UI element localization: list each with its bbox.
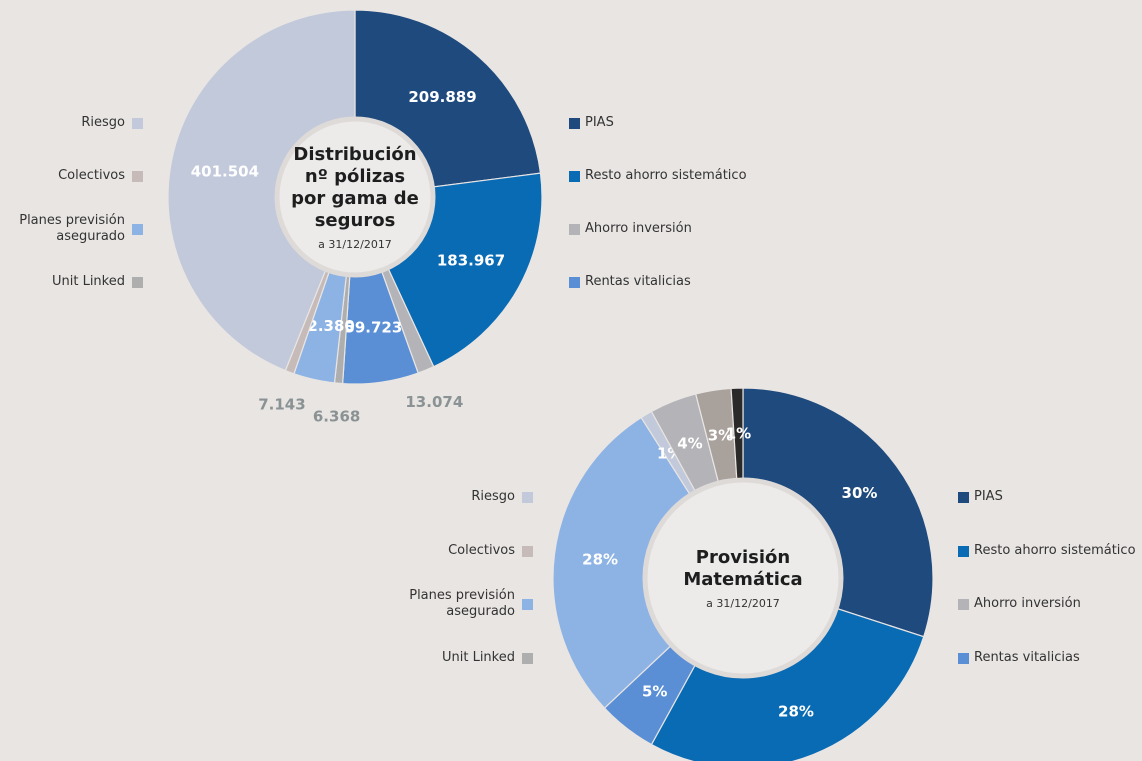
value-label: 30% xyxy=(842,484,878,502)
legend-swatch xyxy=(569,223,580,235)
legend-entry: Colectivos xyxy=(383,543,533,559)
legend-entry: Ahorro inversión xyxy=(569,221,692,237)
chart-title: Distribución nº pólizas por gama de segu… xyxy=(291,143,419,231)
legend-entry: Resto ahorro sistemático xyxy=(958,543,1136,559)
value-label: 28% xyxy=(778,702,814,720)
legend-entry: Planes previsión asegurado xyxy=(383,588,533,620)
legend-entry: PIAS xyxy=(958,489,1003,505)
legend-label: PIAS xyxy=(585,115,614,130)
legend-swatch xyxy=(958,491,969,503)
legend-swatch xyxy=(522,491,533,503)
legend-swatch xyxy=(958,652,969,664)
legend-label: Ahorro inversión xyxy=(974,596,1081,611)
value-label: 28% xyxy=(582,550,618,568)
chart-subtitle: a 31/12/2017 xyxy=(706,596,780,610)
value-label: 3% xyxy=(708,426,733,444)
legend-label: Colectivos xyxy=(448,543,515,558)
value-label: 13.074 xyxy=(405,393,463,411)
center-ring xyxy=(642,477,844,679)
value-label: 7.143 xyxy=(258,395,305,413)
legend-swatch xyxy=(569,117,580,129)
legend-entry: Unit Linked xyxy=(383,650,533,666)
legend-entry: Unit Linked xyxy=(0,274,143,290)
legend-label: Colectivos xyxy=(58,168,125,183)
value-label: 1% xyxy=(726,425,751,443)
legend-swatch xyxy=(132,117,143,129)
value-label: 6.368 xyxy=(313,408,360,426)
legend-label: PIAS xyxy=(974,489,1003,504)
legend-entry: PIAS xyxy=(569,115,614,131)
legend-swatch xyxy=(522,545,533,557)
legend-entry: Riesgo xyxy=(383,489,533,505)
value-label: 59.723 xyxy=(344,319,402,337)
legend-entry: Resto ahorro sistemático xyxy=(569,168,747,184)
legend-label: Planes previsión asegurado xyxy=(19,213,125,244)
value-label: 401.504 xyxy=(191,162,259,180)
legend-entry: Planes previsión asegurado xyxy=(0,213,143,245)
legend-entry: Ahorro inversión xyxy=(958,596,1081,612)
value-label: 5% xyxy=(642,682,667,700)
legend-swatch xyxy=(132,223,143,235)
value-label: 183.967 xyxy=(437,252,505,270)
center-label: Provisión Matemática a 31/12/2017 xyxy=(663,547,823,610)
legend-entry: Rentas vitalicias xyxy=(569,274,691,290)
legend-label: Rentas vitalicias xyxy=(585,274,691,289)
legend-entry: Rentas vitalicias xyxy=(958,650,1080,666)
legend-swatch xyxy=(522,598,533,610)
legend-swatch xyxy=(958,598,969,610)
chart-title: Provisión Matemática xyxy=(683,546,803,590)
legend-label: Unit Linked xyxy=(51,274,125,289)
legend-label: Planes previsión asegurado xyxy=(409,588,515,619)
legend-entry: Riesgo xyxy=(0,115,143,131)
legend-label: Ahorro inversión xyxy=(585,221,692,236)
legend-swatch xyxy=(569,170,580,182)
legend-label: Resto ahorro sistemático xyxy=(974,543,1136,558)
chart-subtitle: a 31/12/2017 xyxy=(318,237,392,251)
legend-swatch xyxy=(569,276,580,288)
legend-label: Riesgo xyxy=(471,489,515,504)
legend-swatch xyxy=(958,545,969,557)
legend-swatch xyxy=(522,652,533,664)
value-label: 209.889 xyxy=(408,88,476,106)
legend-label: Unit Linked xyxy=(441,650,515,665)
legend-label: Resto ahorro sistemático xyxy=(585,168,747,183)
legend-label: Riesgo xyxy=(81,115,125,130)
center-ring xyxy=(274,116,436,278)
legend-entry: Colectivos xyxy=(0,168,143,184)
center-label: Distribución nº pólizas por gama de segu… xyxy=(285,144,425,251)
legend-swatch xyxy=(132,170,143,182)
value-label: 4% xyxy=(677,435,702,453)
legend-label: Rentas vitalicias xyxy=(974,650,1080,665)
legend-swatch xyxy=(132,276,143,288)
